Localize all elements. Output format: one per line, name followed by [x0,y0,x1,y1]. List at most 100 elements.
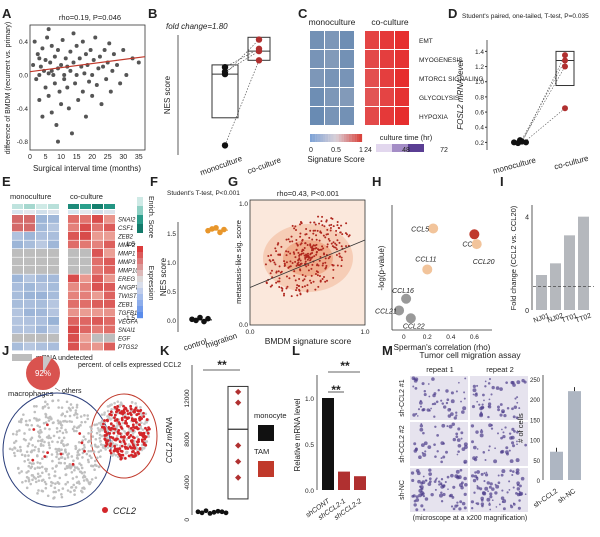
m-cell [460,431,464,435]
j-cell [15,433,18,436]
m-cell [479,412,483,416]
c-row-label: GLYCOLYSIS [419,95,460,102]
k-point-monocyte [211,509,217,515]
e-cell [12,334,23,342]
m-cell [524,493,527,496]
g-point [321,224,324,227]
j-cell [147,434,150,437]
a-point [55,139,60,144]
c-time-tick: 72 [440,147,448,154]
g-point [315,243,318,246]
d-pair-line [521,66,566,142]
m-cell [499,403,503,406]
m-cell [436,477,438,480]
e-cell [48,325,59,334]
g-point [324,257,327,260]
g-point [309,252,312,255]
a-point [59,102,64,107]
g-point [275,250,278,253]
a-point [111,52,116,57]
j-cell [65,410,69,414]
e-cell [24,300,35,308]
j-cell [20,470,23,473]
g-point [330,242,333,245]
m-cell [416,471,421,476]
i-bar [564,235,575,310]
a-plot-frame [29,24,146,151]
j-cell [75,403,79,407]
j-ccl2-cell [111,436,115,440]
j-ccl2-cell [135,421,138,424]
j-cell [60,426,63,430]
j-cell [42,421,46,425]
g-point [304,260,307,263]
panel-label-j: J [2,343,9,358]
m-cell [489,495,493,499]
g-point [335,244,338,247]
g-point [309,259,312,262]
h-x-tick: 0.6 [470,334,479,341]
j-cell [48,427,51,431]
f-y-tick: 1.0 [167,260,176,267]
j-ccl2-cell [118,447,121,450]
j-ccl2-cell [120,444,124,448]
j-ccl2-cell [113,405,117,409]
j-cell [66,456,70,459]
j-cell [47,436,50,440]
j-ccl2-cell [137,452,141,455]
j-ccl2-cell [118,440,122,444]
j-cell [140,421,143,425]
panel-label-d: D [448,6,457,21]
a-point [87,79,92,84]
g-point [310,267,313,270]
e-cell [80,325,91,334]
c-scale-swatch [317,134,321,142]
c-cell [395,31,409,49]
m-cell [472,478,477,483]
j-ccl2-cell [119,435,123,439]
e-cell [48,291,59,300]
j-ccl2-cell [127,435,131,439]
j-pie-pct: 92% [35,369,51,378]
l-sig-label: ** [340,359,350,373]
m-cell [440,491,443,494]
h-point-label: CCL20 [473,259,495,266]
a-point [110,68,115,73]
j-cell [68,462,72,466]
f-annotation: Student's T-test, P<0.001 [167,190,240,197]
j-cell [83,470,86,474]
g-point [288,240,291,243]
m-cell [479,430,484,434]
j-cell [76,457,80,460]
c-time-tick: 24 [364,147,372,154]
c-cell [325,107,339,125]
j-cell [30,423,34,427]
j-cell [43,427,47,430]
m-cell [456,438,461,442]
c-cell [340,107,354,125]
b-pair-line [224,48,260,68]
j-cell [38,474,42,478]
e-cell [24,308,35,317]
j-ccl2-cell [133,426,137,430]
j-cell [125,450,129,454]
j-ccl2-cell [138,431,141,435]
m-cell [519,491,524,496]
e-gene-label: ZEB1 [117,303,133,309]
j-cell [70,470,74,474]
g-point [328,255,331,258]
m-cell [424,497,429,501]
j-cell [26,458,30,462]
m-cell [463,442,468,447]
m-cell [487,490,489,493]
m-cell [421,480,426,485]
j-ccl2-cell [113,427,117,431]
j-cell [43,440,46,444]
e-expr-scale [137,294,143,301]
g-point [317,285,320,288]
h-point [428,223,439,234]
e-cell [80,308,91,317]
g-point [299,268,302,271]
j-cell [74,466,77,469]
j-ccl2-cell [104,444,108,448]
